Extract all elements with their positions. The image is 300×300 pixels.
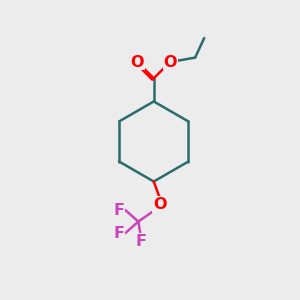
Text: O: O xyxy=(153,197,167,212)
Text: O: O xyxy=(131,55,144,70)
Text: F: F xyxy=(114,226,124,241)
Text: O: O xyxy=(163,55,177,70)
Text: F: F xyxy=(135,234,146,249)
Text: F: F xyxy=(114,202,124,217)
